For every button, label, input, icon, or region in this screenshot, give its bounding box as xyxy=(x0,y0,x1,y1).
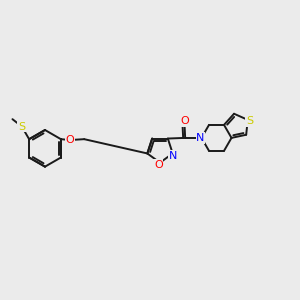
Text: N: N xyxy=(196,133,205,143)
Text: O: O xyxy=(154,160,163,170)
Text: O: O xyxy=(66,135,75,145)
Text: S: S xyxy=(18,122,26,131)
Text: O: O xyxy=(180,116,189,126)
Text: N: N xyxy=(169,151,177,161)
Text: S: S xyxy=(246,116,253,126)
